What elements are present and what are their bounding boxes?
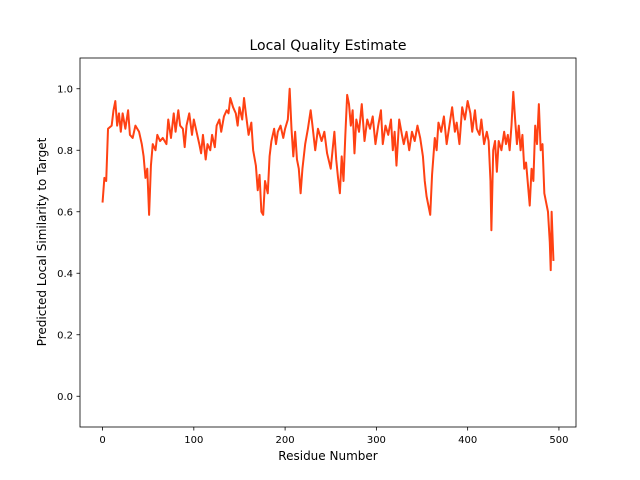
y-tick-label: 1.0 (57, 84, 73, 95)
x-tick-label: 500 (549, 435, 568, 446)
y-tick-label: 0.0 (57, 392, 73, 403)
y-tick-label: 0.2 (57, 330, 73, 341)
x-tick-label: 200 (276, 435, 295, 446)
chart-title: Local Quality Estimate (249, 38, 406, 54)
x-tick-label: 0 (99, 435, 105, 446)
x-axis-label: Residue Number (278, 449, 377, 463)
data-line (101, 87, 555, 272)
y-tick-label: 0.8 (57, 146, 73, 157)
y-tick-label: 0.6 (57, 207, 73, 218)
x-tick-label: 400 (458, 435, 477, 446)
y-tick-label: 0.4 (57, 269, 73, 280)
y-axis-label: Predicted Local Similarity to Target (35, 137, 49, 346)
x-tick-label: 300 (367, 435, 386, 446)
x-tick-label: 100 (184, 435, 203, 446)
axes-frame (79, 57, 577, 428)
